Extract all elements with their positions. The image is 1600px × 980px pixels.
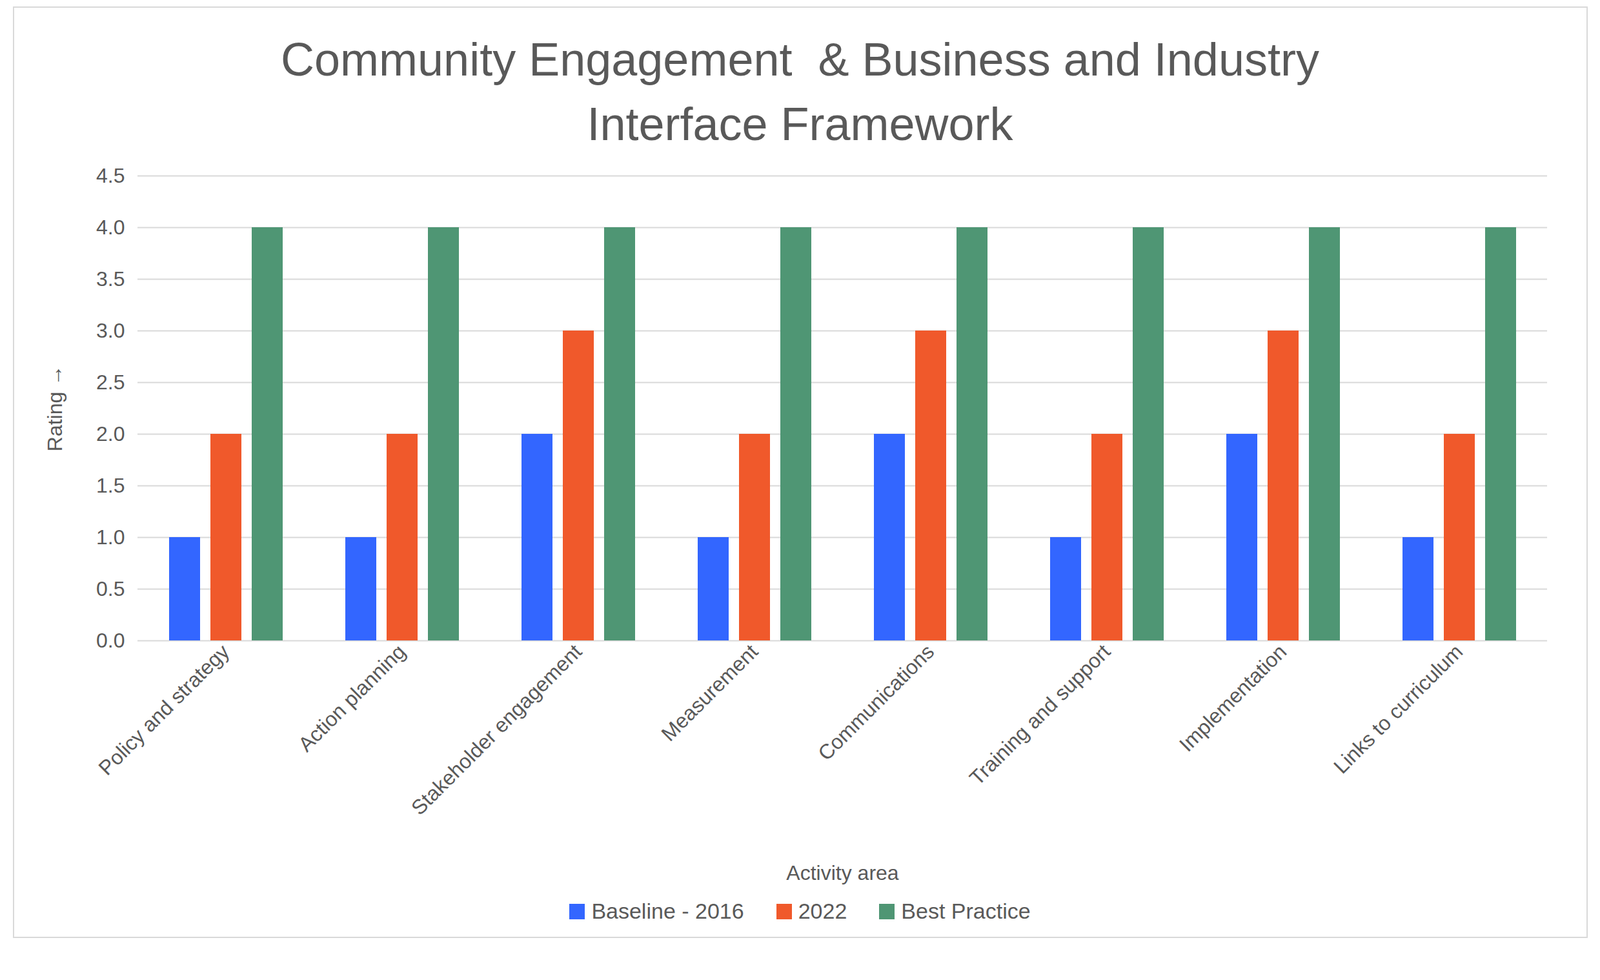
- svg-text:2.5: 2.5: [96, 370, 125, 394]
- svg-text:Links to curriculum: Links to curriculum: [1328, 639, 1468, 778]
- svg-text:Stakeholder engagement: Stakeholder engagement: [405, 639, 586, 820]
- svg-text:1.0: 1.0: [96, 525, 125, 549]
- svg-text:4.0: 4.0: [96, 215, 125, 239]
- svg-text:Measurement: Measurement: [656, 639, 763, 746]
- svg-text:Implementation: Implementation: [1174, 639, 1291, 756]
- svg-text:2.0: 2.0: [96, 422, 125, 446]
- html-text:Best Practice: Best Practice: [901, 898, 1031, 923]
- svg-text:Rating →: Rating →: [43, 365, 67, 452]
- svg-text:Action planning: Action planning: [293, 639, 410, 756]
- html-text:Baseline - 2016: Baseline - 2016: [591, 898, 744, 923]
- svg-text:Policy and strategy: Policy and strategy: [93, 639, 234, 780]
- html-text:2022: 2022: [798, 898, 847, 923]
- html-text:Community Engagement & Busines: Community Engagement & Business and Indu…: [280, 33, 1333, 150]
- svg-text:0.5: 0.5: [96, 577, 125, 601]
- svg-text:3.5: 3.5: [96, 267, 125, 291]
- svg-text:Activity area: Activity area: [786, 860, 899, 885]
- svg-text:Training and support: Training and support: [964, 639, 1115, 790]
- svg-text:Communications: Communications: [813, 639, 939, 765]
- svg-text:0.0: 0.0: [96, 628, 125, 652]
- svg-text:3.0: 3.0: [96, 318, 125, 343]
- svg-text:4.5: 4.5: [96, 163, 125, 188]
- svg-text:1.5: 1.5: [96, 473, 125, 497]
